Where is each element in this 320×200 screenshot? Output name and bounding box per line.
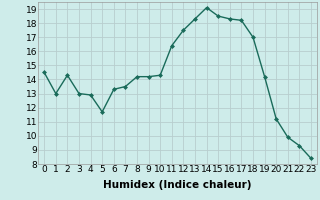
X-axis label: Humidex (Indice chaleur): Humidex (Indice chaleur) <box>103 180 252 190</box>
